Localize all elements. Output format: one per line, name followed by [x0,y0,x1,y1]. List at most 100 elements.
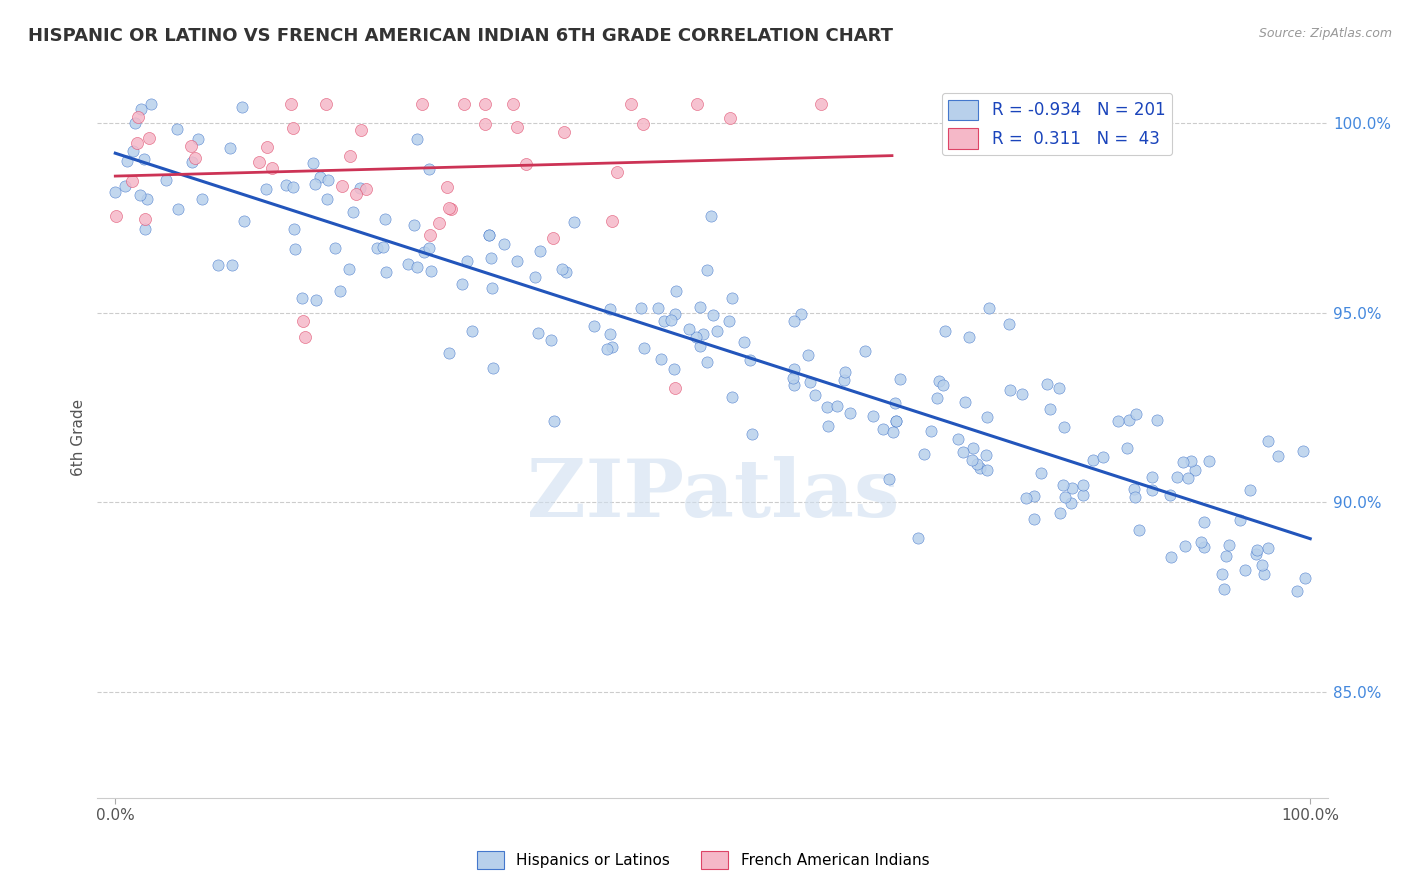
Point [411,97,433,112]
Point [700,209,723,223]
Point [799,375,821,389]
Point [254,182,277,196]
Point [1052,478,1074,492]
Point [284,242,307,256]
Point [665,284,688,298]
Point [720,291,742,305]
Point [1171,455,1194,469]
Point [1233,563,1256,577]
Point [966,457,988,471]
Point [231,100,253,114]
Point [1060,496,1083,510]
Point [1146,412,1168,426]
Point [1142,469,1164,483]
Point [104,209,127,223]
Point [555,265,578,279]
Point [979,301,1001,315]
Point [702,308,724,322]
Point [337,261,360,276]
Point [122,144,145,158]
Point [461,324,484,338]
Point [1211,567,1233,582]
Point [291,292,314,306]
Point [948,432,970,446]
Point [832,373,855,387]
Point [686,97,709,112]
Point [418,242,440,256]
Point [125,136,148,151]
Point [129,102,152,116]
Point [920,424,942,438]
Point [925,391,948,405]
Point [718,111,741,125]
Point [1073,478,1095,492]
Text: Source: ZipAtlas.com: Source: ZipAtlas.com [1258,27,1392,40]
Point [166,122,188,136]
Point [696,355,718,369]
Point [620,97,643,112]
Point [692,326,714,341]
Point [796,348,818,362]
Point [553,125,575,139]
Point [305,293,328,307]
Point [782,362,804,376]
Point [247,155,270,169]
Point [678,322,700,336]
Point [647,301,669,315]
Point [1116,441,1139,455]
Point [1166,470,1188,484]
Point [932,378,955,392]
Point [976,463,998,477]
Point [190,192,212,206]
Point [541,231,564,245]
Point [132,152,155,166]
Point [342,205,364,219]
Point [907,531,929,545]
Point [631,117,654,131]
Point [883,396,905,410]
Point [1049,506,1071,520]
Point [494,237,516,252]
Point [439,201,461,215]
Point [221,258,243,272]
Point [659,313,682,327]
Point [356,182,378,196]
Point [350,123,373,137]
Point [953,395,976,409]
Point [872,422,894,436]
Point [136,192,159,206]
Point [127,110,149,124]
Point [650,351,672,366]
Point [1257,434,1279,449]
Point [1047,381,1070,395]
Point [529,244,551,258]
Point [406,260,429,274]
Point [1174,540,1197,554]
Point [1294,571,1316,585]
Point [1192,515,1215,529]
Point [633,341,655,355]
Point [329,284,352,298]
Point [1053,420,1076,434]
Point [474,97,496,112]
Point [1257,541,1279,555]
Point [912,447,935,461]
Point [344,186,367,201]
Point [316,172,339,186]
Point [1123,490,1146,504]
Point [543,414,565,428]
Point [181,155,204,169]
Point [124,116,146,130]
Point [256,140,278,154]
Point [474,117,496,131]
Y-axis label: 6th Grade: 6th Grade [72,400,86,476]
Point [1128,523,1150,537]
Point [183,151,205,165]
Point [1091,450,1114,465]
Point [889,372,911,386]
Point [301,155,323,169]
Point [1029,467,1052,481]
Point [440,202,463,216]
Point [1191,535,1213,549]
Point [274,178,297,193]
